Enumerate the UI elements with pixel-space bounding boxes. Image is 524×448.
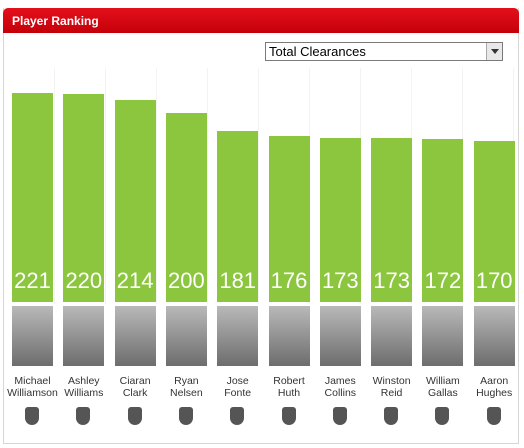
club-badge bbox=[230, 407, 245, 425]
club-badge bbox=[435, 407, 450, 425]
dropdown-arrow[interactable] bbox=[486, 43, 502, 60]
dropdown-value: Total Clearances bbox=[269, 44, 366, 59]
player-photo bbox=[268, 306, 310, 366]
player-photo bbox=[114, 306, 156, 366]
player-photo bbox=[217, 306, 259, 366]
value-label: 221 bbox=[14, 268, 51, 293]
stat-dropdown[interactable]: Total Clearances bbox=[265, 42, 503, 61]
player-name: Ashley Williams bbox=[64, 375, 104, 399]
club-badge bbox=[25, 407, 39, 425]
value-label: 181 bbox=[219, 268, 257, 293]
player-name: James Collins bbox=[324, 375, 357, 399]
panel bbox=[3, 8, 519, 444]
club-badge bbox=[332, 407, 347, 425]
value-label: 170 bbox=[475, 268, 513, 293]
bar bbox=[473, 141, 515, 302]
player-name: Ryan Nelsen bbox=[170, 375, 203, 399]
player-name: Jose Fonte bbox=[224, 375, 252, 399]
value-label: 220 bbox=[65, 268, 103, 293]
value-label: 214 bbox=[116, 268, 154, 293]
bar bbox=[114, 99, 156, 302]
value-label: 173 bbox=[321, 268, 359, 293]
bar bbox=[165, 112, 207, 302]
value-label: 173 bbox=[373, 268, 410, 293]
club-badge bbox=[486, 407, 501, 425]
club-badge bbox=[178, 407, 193, 425]
bar bbox=[268, 135, 310, 302]
player-name: Winston Reid bbox=[372, 375, 411, 399]
player-photo bbox=[165, 306, 207, 366]
player-name: Ciaran Clark bbox=[119, 375, 151, 399]
player-photo bbox=[371, 306, 413, 366]
bar bbox=[371, 138, 413, 302]
player-photo bbox=[319, 306, 361, 366]
player-name: William Gallas bbox=[425, 375, 460, 399]
club-badge bbox=[281, 407, 296, 425]
bar bbox=[63, 93, 105, 302]
header: Player Ranking bbox=[3, 8, 519, 33]
player-name: Aaron Hughes bbox=[476, 375, 513, 399]
bar bbox=[217, 130, 259, 302]
value-label: 176 bbox=[270, 268, 308, 293]
player-photo bbox=[473, 306, 515, 366]
panel-title: Player Ranking bbox=[12, 14, 99, 28]
bar bbox=[422, 139, 464, 302]
player-photo bbox=[422, 306, 464, 366]
bar bbox=[12, 93, 53, 302]
value-label: 172 bbox=[424, 268, 462, 293]
bar bbox=[319, 138, 361, 302]
player-photo bbox=[63, 306, 105, 366]
player-name: Michael Williamson bbox=[7, 375, 58, 399]
value-label: 200 bbox=[168, 268, 205, 293]
player-name: Robert Huth bbox=[273, 375, 305, 399]
club-badge bbox=[384, 407, 399, 425]
club-badge bbox=[127, 407, 142, 425]
club-badge bbox=[76, 407, 91, 425]
player-photo bbox=[12, 306, 53, 366]
